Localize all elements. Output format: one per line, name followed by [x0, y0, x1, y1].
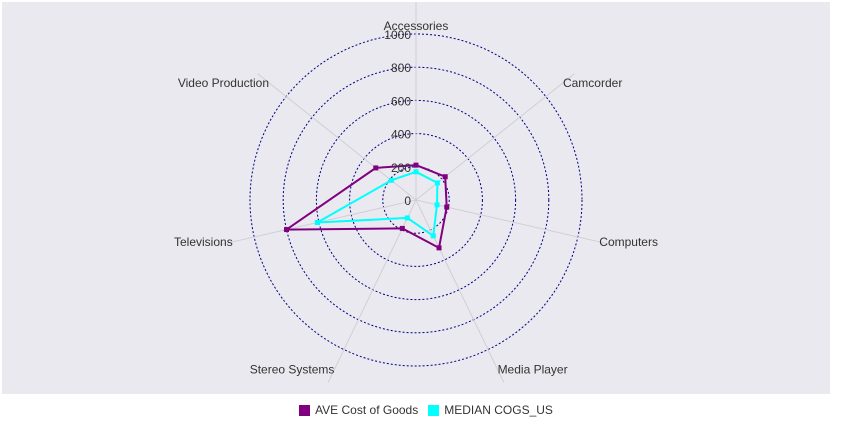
data-point-media-player[interactable] [436, 245, 442, 251]
spoke-camcorder [415, 73, 575, 201]
radial-tick-400: 400 [391, 128, 411, 142]
legend-swatch [428, 404, 440, 416]
plot-area: 0 200 400 600 800 1000 Accessories Camcorder Co… [2, 0, 830, 394]
data-point-televisions[interactable] [314, 220, 320, 226]
radar-chart: 0 200 400 600 800 1000 Accessories Camcorder Co… [174, 0, 658, 383]
axis-spokes [218, 0, 614, 383]
radial-tick-1000: 1000 [384, 28, 411, 42]
radial-tick-800: 800 [391, 61, 411, 75]
data-point-camcorder[interactable] [442, 174, 448, 180]
radial-tick-200: 200 [391, 161, 411, 175]
data-point-video-production[interactable] [388, 177, 394, 183]
category-label-camcorder: Camcorder [563, 76, 622, 90]
radial-tick-0: 0 [404, 194, 411, 208]
data-point-accessories[interactable] [413, 162, 419, 168]
radial-tick-600: 600 [391, 94, 411, 108]
legend: AVE Cost of Goods MEDIAN COGS_US [0, 403, 852, 419]
legend-swatch [299, 404, 311, 416]
series-layer [283, 162, 450, 251]
category-label-televisions: Televisions [174, 235, 233, 249]
data-point-stereo-systems[interactable] [399, 225, 405, 231]
category-label-accessories: Accessories [384, 19, 449, 33]
series-median-cogs-us [314, 169, 440, 239]
series-line [316, 170, 439, 238]
series-line [283, 164, 448, 250]
legend-label: AVE Cost of Goods [315, 403, 419, 417]
radial-tick-labels: 0 200 400 600 800 1000 [384, 28, 411, 208]
data-point-stereo-systems[interactable] [404, 215, 410, 221]
legend-item[interactable]: MEDIAN COGS_US [428, 403, 553, 417]
legend-label: MEDIAN COGS_US [444, 403, 553, 417]
data-point-computers[interactable] [444, 204, 450, 210]
category-label-video-production: Video Production [178, 76, 269, 90]
data-point-video-production[interactable] [373, 165, 379, 171]
data-point-computers[interactable] [434, 202, 440, 208]
data-point-camcorder[interactable] [434, 180, 440, 186]
series-ave-cost-of-goods [283, 162, 450, 251]
category-label-media-player: Media Player [498, 362, 568, 376]
category-label-stereo-systems: Stereo Systems [250, 362, 335, 376]
data-point-media-player[interactable] [430, 233, 436, 239]
data-point-accessories[interactable] [413, 169, 419, 175]
legend-item[interactable]: AVE Cost of Goods [299, 403, 418, 417]
category-labels: Accessories Camcorder Computers Media Playe… [174, 19, 658, 376]
spoke-media-player [415, 199, 505, 383]
data-point-televisions[interactable] [284, 227, 290, 233]
category-label-computers: Computers [599, 235, 658, 249]
